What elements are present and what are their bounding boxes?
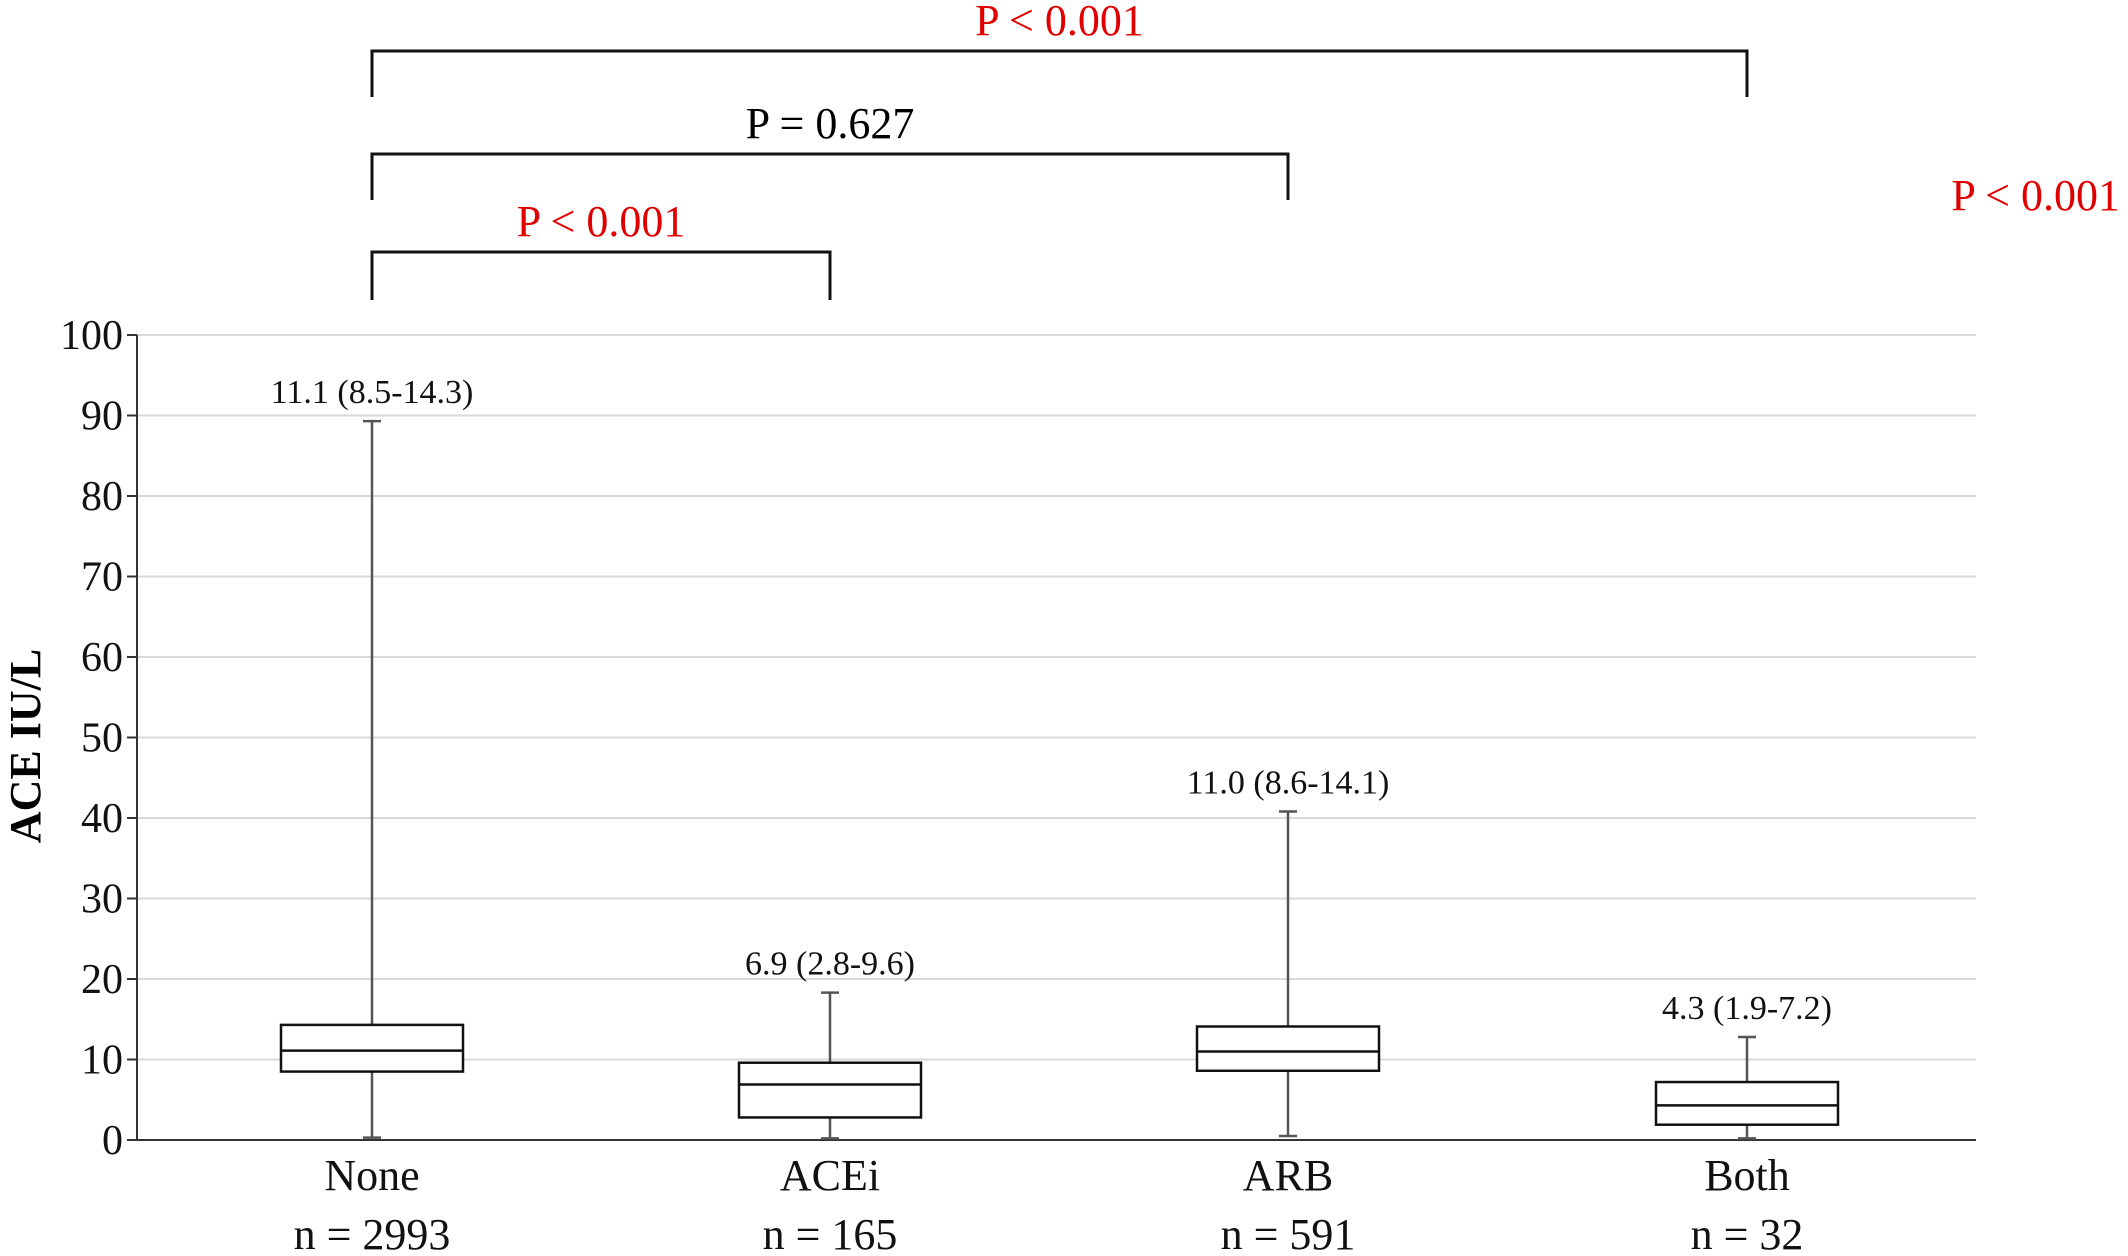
x-sample-size-label: n = 32: [1691, 1210, 1804, 1256]
y-tick-label: 50: [81, 716, 123, 762]
iqr-box: [279, 1023, 465, 1073]
comparison-bracket: [370, 49, 1749, 97]
iqr-box: [1195, 1025, 1381, 1073]
median-iqr-label: 6.9 (2.8-9.6): [745, 946, 915, 983]
x-sample-size-label: n = 591: [1221, 1210, 1356, 1256]
overall-p-value: P < 0.001: [1951, 171, 2120, 220]
comparison-brackets: P < 0.001 P = 0.627 P < 0.001: [370, 0, 1749, 300]
axes: 0 10 20 30 40 50 60 70 80 90 100: [60, 313, 1976, 1164]
y-tick-label: 70: [81, 555, 123, 601]
y-tick-label: 10: [81, 1038, 123, 1084]
iqr-box: [1654, 1080, 1840, 1126]
x-sample-size-label: n = 165: [763, 1210, 898, 1256]
y-tick-label: 60: [81, 635, 123, 681]
iqr-box: [737, 1061, 923, 1119]
labels: 11.1 (8.5-14.3) None n = 2993 6.9 (2.8-9.6)…: [271, 374, 1832, 1256]
x-category-label: ARB: [1243, 1151, 1333, 1200]
comparison-bracket: [370, 152, 1290, 200]
comparison-bracket: [370, 250, 832, 300]
gridlines: [137, 334, 1976, 1061]
x-category-label: ACEi: [780, 1151, 880, 1200]
comparison-p-value: P < 0.001: [975, 0, 1144, 45]
y-tick-label: 0: [102, 1118, 123, 1164]
x-category-label: Both: [1704, 1151, 1790, 1200]
median-iqr-label: 11.1 (8.5-14.3): [271, 374, 474, 411]
comparison-p-value: P < 0.001: [517, 197, 686, 246]
y-tick-label: 30: [81, 877, 123, 923]
y-tick-label: 90: [81, 394, 123, 440]
y-axis-label: ACE IU/L: [1, 649, 50, 843]
boxes: [279, 419, 1840, 1140]
y-tick-label: 20: [81, 957, 123, 1003]
y-tick-label: 80: [81, 474, 123, 520]
x-category-label: None: [324, 1151, 419, 1200]
y-tick-label: 100: [60, 313, 123, 359]
median-iqr-label: 11.0 (8.6-14.1): [1187, 765, 1390, 802]
median-iqr-label: 4.3 (1.9-7.2): [1662, 990, 1832, 1027]
y-tick-label: 40: [81, 796, 123, 842]
comparison-p-value: P = 0.627: [746, 99, 915, 148]
x-sample-size-label: n = 2993: [294, 1210, 451, 1256]
